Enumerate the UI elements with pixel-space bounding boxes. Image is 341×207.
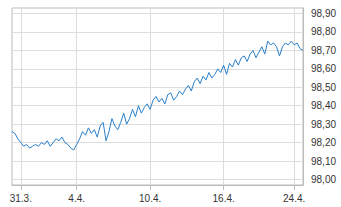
svg-text:98,10: 98,10 [311,156,336,167]
svg-text:98,20: 98,20 [311,137,336,148]
svg-text:98,00: 98,00 [311,174,336,185]
svg-text:10.4.: 10.4. [139,193,161,204]
svg-text:4.4.: 4.4. [68,193,85,204]
svg-text:98,80: 98,80 [311,26,336,37]
svg-text:98,60: 98,60 [311,63,336,74]
svg-text:98,40: 98,40 [311,100,336,111]
svg-text:98,30: 98,30 [311,119,336,130]
svg-text:24.4.: 24.4. [283,193,305,204]
svg-text:98,50: 98,50 [311,82,336,93]
svg-text:16.4.: 16.4. [213,193,235,204]
svg-text:31.3.: 31.3. [10,193,32,204]
svg-text:98,70: 98,70 [311,45,336,56]
svg-text:98,90: 98,90 [311,8,336,19]
